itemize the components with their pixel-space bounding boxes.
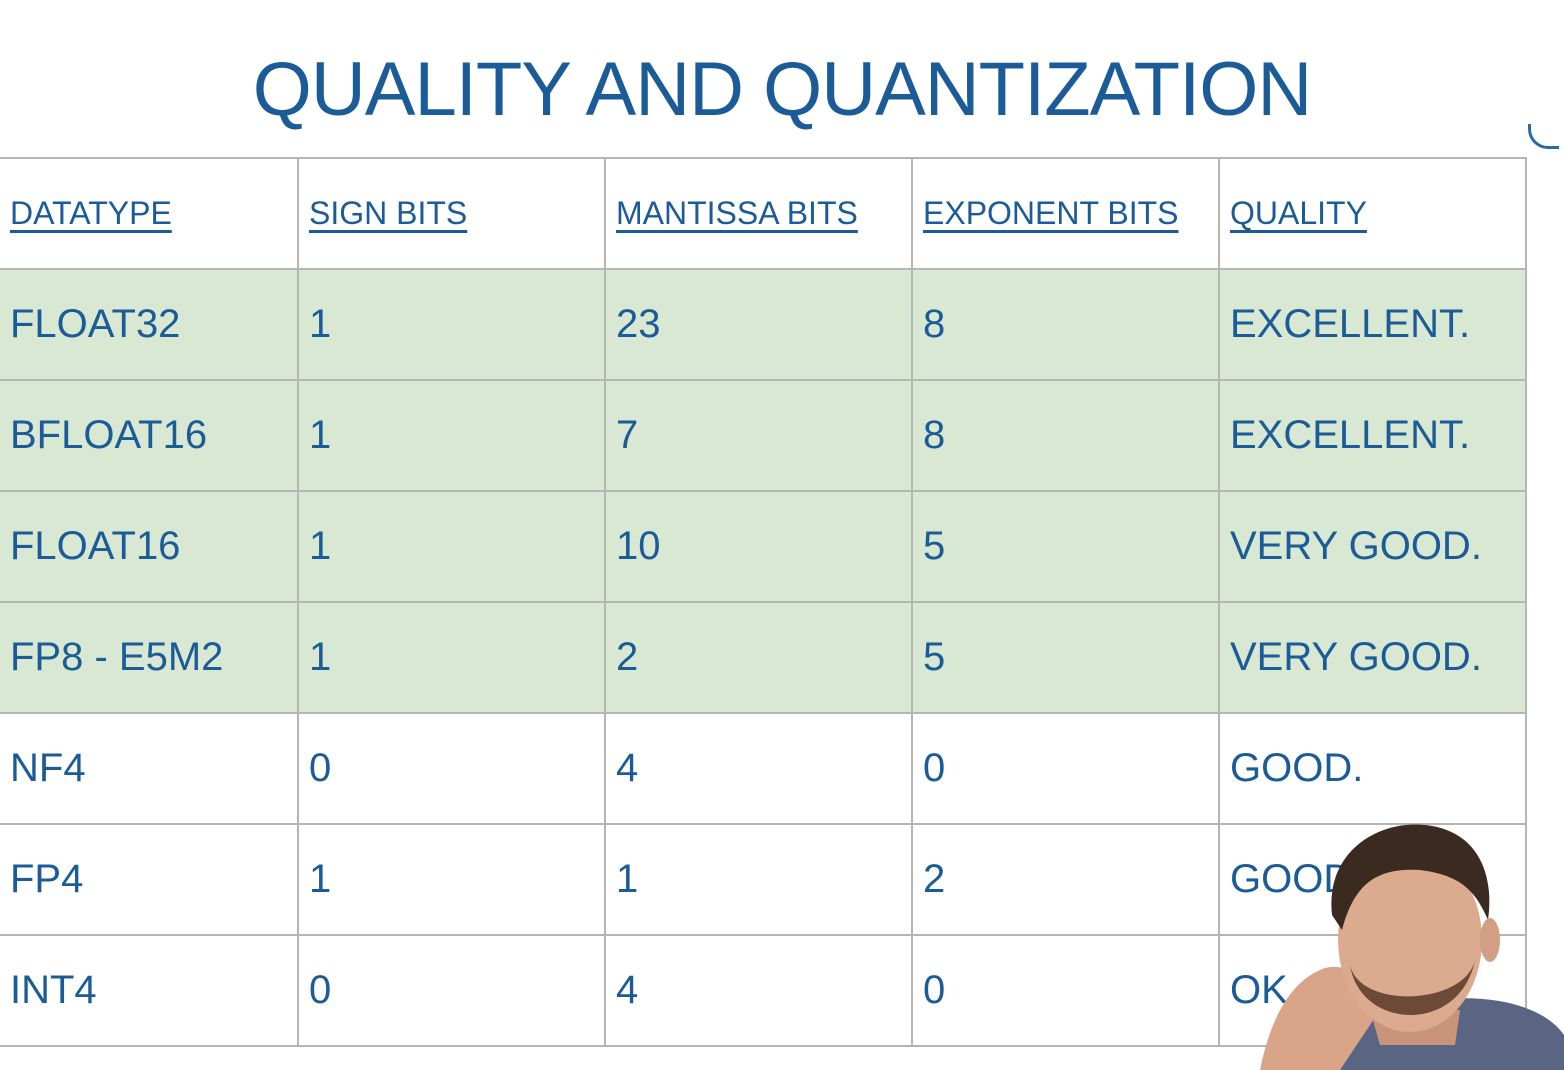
table-cell: 8 <box>911 379 1220 492</box>
table-cell: SIGN BITS <box>297 157 606 270</box>
table-cell: 0 <box>911 934 1220 1047</box>
cell-text: 4 <box>616 968 639 1012</box>
cell-text: 8 <box>923 302 946 346</box>
table-cell: 2 <box>911 823 1220 936</box>
table-cell: 7 <box>604 379 913 492</box>
table-cell: 2 <box>604 601 913 714</box>
cell-text: MANTISSA BITS <box>616 195 858 231</box>
cell-text: 5 <box>923 524 946 568</box>
cell-text: 1 <box>309 302 332 346</box>
table-row: FP8 - E5M2 1 2 5 VERY GOOD. <box>0 601 1527 714</box>
table-cell: BFLOAT16 <box>0 379 299 492</box>
quantization-table: DATATYPE SIGN BITS MANTISSA BITS EXPONENT B… <box>0 157 1527 1047</box>
cell-text: FLOAT16 <box>10 524 181 568</box>
table-cell: FLOAT32 <box>0 268 299 381</box>
table-cell: EXCELLENT. <box>1218 379 1527 492</box>
presenter-webcam-overlay <box>1260 824 1564 1070</box>
cell-text: 7 <box>616 413 639 457</box>
cell-text: 2 <box>923 857 946 901</box>
cell-text: 2 <box>616 635 639 679</box>
table-cell: 1 <box>297 823 606 936</box>
cell-text: BFLOAT16 <box>10 413 208 457</box>
cell-text: 1 <box>309 857 332 901</box>
table-cell: 4 <box>604 712 913 825</box>
cell-text: VERY GOOD. <box>1230 635 1482 679</box>
table-cell: 23 <box>604 268 913 381</box>
table-row: INT4 0 4 0 OK <box>0 934 1527 1047</box>
cell-text: DATATYPE <box>10 195 172 231</box>
table-cell: VERY GOOD. <box>1218 601 1527 714</box>
table-cell: NF4 <box>0 712 299 825</box>
face <box>1338 848 1482 1032</box>
table-cell: EXCELLENT. <box>1218 268 1527 381</box>
table-cell: 1 <box>297 379 606 492</box>
ear <box>1480 918 1500 962</box>
table-cell: FP4 <box>0 823 299 936</box>
table-row: FLOAT32 1 23 8 EXCELLENT. <box>0 268 1527 381</box>
table-cell: 0 <box>297 934 606 1047</box>
table-cell: 8 <box>911 268 1220 381</box>
beard <box>1350 960 1475 1015</box>
table-cell: VERY GOOD. <box>1218 490 1527 603</box>
decorative-swirl-icon <box>1528 124 1559 149</box>
cell-text: 0 <box>923 746 946 790</box>
cell-text: 0 <box>923 968 946 1012</box>
cell-text: GOOD. <box>1230 746 1364 790</box>
table-cell: 1 <box>297 490 606 603</box>
table-cell: GOOD. <box>1218 712 1527 825</box>
cell-text: 23 <box>616 302 661 346</box>
cell-text: 1 <box>309 413 332 457</box>
table-cell: FLOAT16 <box>0 490 299 603</box>
cell-text: INT4 <box>10 968 97 1012</box>
cell-text: EXPONENT BITS <box>923 195 1179 231</box>
cell-text: 0 <box>309 968 332 1012</box>
table-cell: 1 <box>297 268 606 381</box>
table-row: NF4 0 4 0 GOOD. <box>0 712 1527 825</box>
table-cell: 5 <box>911 601 1220 714</box>
table-row: BFLOAT16 1 7 8 EXCELLENT. <box>0 379 1527 492</box>
hair <box>1331 824 1490 930</box>
cell-text: 1 <box>309 635 332 679</box>
table-cell: 0 <box>911 712 1220 825</box>
cell-text: QUALITY <box>1230 195 1367 231</box>
arm <box>1260 966 1380 1070</box>
table-cell: MANTISSA BITS <box>604 157 913 270</box>
table-cell: 0 <box>297 712 606 825</box>
cell-text: EXCELLENT. <box>1230 302 1471 346</box>
table-cell: INT4 <box>0 934 299 1047</box>
cell-text: FLOAT32 <box>10 302 181 346</box>
cell-text: FP8 - E5M2 <box>10 635 224 679</box>
slide-title: QUALITY AND QUANTIZATION <box>252 47 1312 132</box>
cell-text: 5 <box>923 635 946 679</box>
cell-text: FP4 <box>10 857 84 901</box>
table-cell: 10 <box>604 490 913 603</box>
cell-text: 0 <box>309 746 332 790</box>
table-cell: QUALITY <box>1218 157 1527 270</box>
table-cell: FP8 - E5M2 <box>0 601 299 714</box>
cell-text: SIGN BITS <box>309 195 468 231</box>
table-cell: 1 <box>604 823 913 936</box>
cell-text: 1 <box>616 857 639 901</box>
table-row: FLOAT16 1 10 5 VERY GOOD. <box>0 490 1527 603</box>
table-cell: DATATYPE <box>0 157 299 270</box>
cell-text: 4 <box>616 746 639 790</box>
table-header-row: DATATYPE SIGN BITS MANTISSA BITS EXPONENT B… <box>0 157 1527 270</box>
cell-text: NF4 <box>10 746 86 790</box>
cell-text: VERY GOOD. <box>1230 524 1482 568</box>
cell-text: EXCELLENT. <box>1230 413 1471 457</box>
table-cell: 4 <box>604 934 913 1047</box>
table-cell: EXPONENT BITS <box>911 157 1220 270</box>
cell-text: 10 <box>616 524 661 568</box>
cell-text: OK <box>1230 968 1288 1012</box>
cell-text: 8 <box>923 413 946 457</box>
table-cell: 5 <box>911 490 1220 603</box>
cell-text: 1 <box>309 524 332 568</box>
table-cell: 1 <box>297 601 606 714</box>
